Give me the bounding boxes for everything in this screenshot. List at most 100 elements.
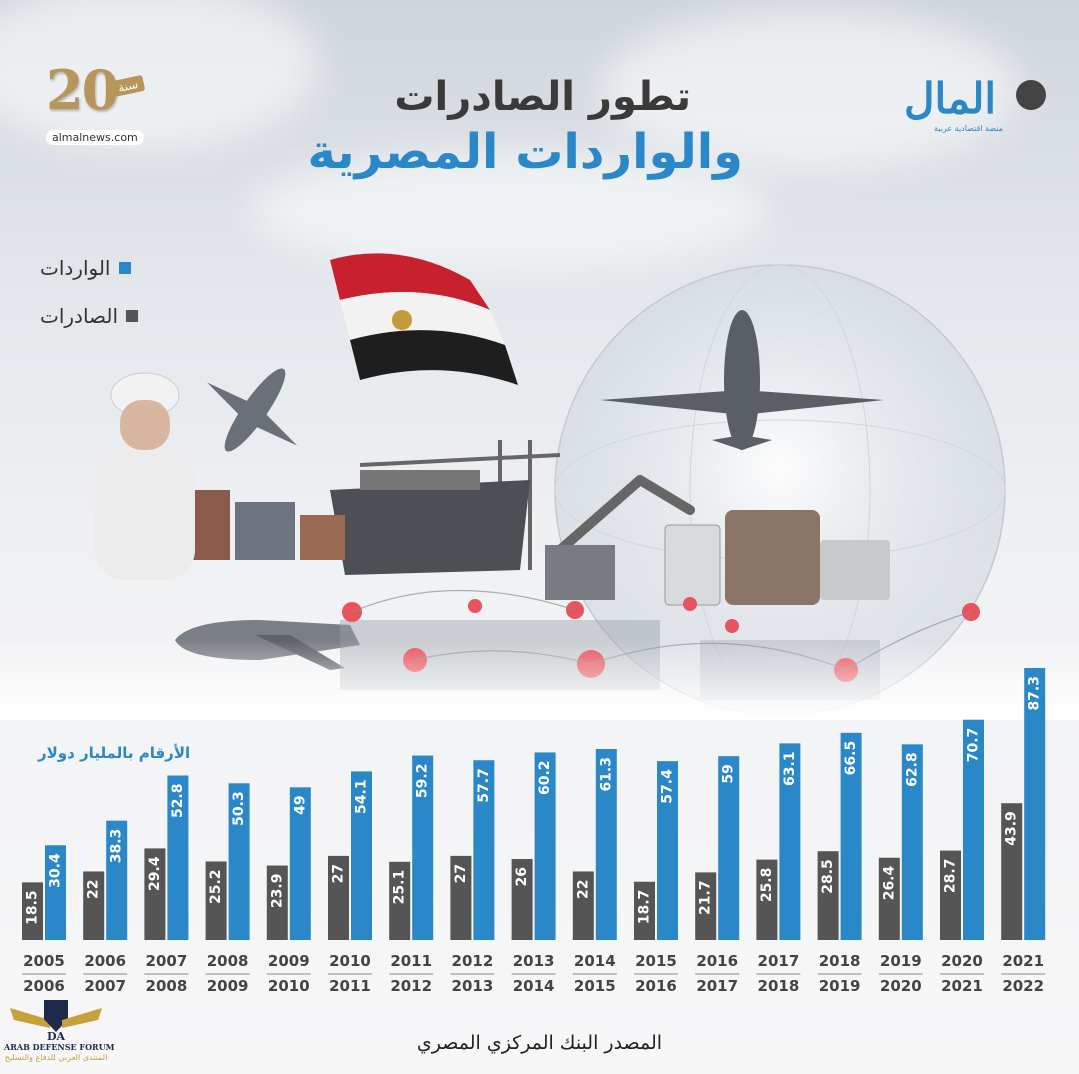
- tick-label-start-year: 2020: [941, 952, 983, 970]
- value-label-imports: 57.4: [660, 769, 676, 804]
- publisher-logo: المال منصة اقتصادية عربية: [900, 74, 1050, 140]
- cloud-decoration: [0, 0, 320, 150]
- value-label-exports: 29.4: [147, 856, 163, 891]
- anniversary-logo: 20 سنة almalnews.com: [40, 52, 150, 147]
- bar-imports: [840, 732, 862, 940]
- tick-label-start-year: 2007: [146, 952, 188, 970]
- value-label-exports: 23.9: [269, 874, 285, 909]
- tick-label-end-year: 2016: [635, 977, 677, 995]
- bar-exports: [634, 881, 655, 940]
- container-stacks: [170, 490, 345, 560]
- value-label-exports: 21.7: [698, 880, 714, 915]
- tick-label-start-year: 2005: [23, 952, 65, 970]
- chart-legend: الواردات الصادرات: [40, 244, 139, 340]
- value-label-imports: 61.3: [598, 757, 614, 792]
- trade-scene-illustration: [0, 253, 1079, 720]
- airplane-upper: [600, 310, 884, 450]
- value-label-imports: 70.7: [966, 728, 982, 763]
- truck: [664, 524, 721, 606]
- value-label-imports: 62.8: [904, 752, 920, 787]
- bar-exports: [572, 871, 594, 940]
- watermark-name-ar: المنتدى العربي للدفاع والتسليح: [4, 1053, 108, 1062]
- tick-label-start-year: 2006: [84, 952, 126, 970]
- bar-imports: [1024, 668, 1046, 940]
- value-label-imports: 63.1: [782, 751, 798, 786]
- value-label-imports: 87.3: [1027, 676, 1043, 711]
- bar-imports: [45, 845, 66, 940]
- bar-imports: [351, 771, 372, 940]
- tick-label-end-year: 2022: [1002, 977, 1044, 995]
- legend-item-imports: الواردات: [40, 244, 138, 292]
- tick-label-start-year: 2016: [696, 952, 738, 970]
- bar-exports: [817, 851, 839, 940]
- value-label-imports: 50.3: [231, 791, 247, 826]
- value-label-exports: 26: [514, 867, 530, 886]
- tick-label-end-year: 2017: [696, 977, 738, 995]
- bar-imports: [718, 756, 740, 940]
- tick-label-end-year: 2006: [23, 977, 65, 995]
- value-label-exports: 28.7: [943, 859, 959, 894]
- legend-swatch-exports: [126, 310, 139, 322]
- tick-label-end-year: 2008: [146, 977, 188, 995]
- bar-exports: [940, 850, 961, 940]
- wing-right-icon: [62, 1008, 102, 1028]
- bar-exports: [144, 848, 166, 940]
- tick-label-end-year: 2020: [880, 977, 922, 995]
- value-label-exports: 43.9: [1004, 811, 1020, 846]
- bar-exports: [83, 871, 105, 940]
- value-label-imports: 49: [292, 795, 308, 814]
- cargo-ship: [330, 480, 530, 575]
- bar-exports: [328, 855, 349, 940]
- tick-label-end-year: 2007: [84, 977, 126, 995]
- watermark-name-en: ARAB DEFENSE FORUM: [4, 1042, 115, 1052]
- globe-icon: [1016, 80, 1046, 110]
- x-axis-labels: 2005 2006 2006 2007 2007 2008 2008 2009 2009 2010…: [22, 952, 1046, 995]
- value-label-imports: 59: [721, 764, 737, 783]
- value-label-imports: 57.7: [476, 768, 492, 803]
- value-label-exports: 27: [453, 864, 469, 883]
- website-label: almalnews.com: [46, 130, 144, 145]
- value-label-imports: 30.4: [48, 853, 64, 888]
- tick-label-start-year: 2011: [390, 952, 432, 970]
- bar-chart: 18.5 30.4 22 38.3 29.4 52.8 25.2 50.3 23.9 49 27 54…: [22, 668, 1046, 995]
- bar-exports: [266, 865, 288, 940]
- tick-label-end-year: 2015: [574, 977, 616, 995]
- value-label-exports: 25.1: [392, 870, 408, 905]
- tick-label-start-year: 2010: [329, 952, 371, 970]
- airplane-small: [207, 368, 298, 452]
- bar-imports: [228, 783, 250, 940]
- bar-exports: [22, 882, 43, 940]
- legend-label-exports: الصادرات: [40, 304, 119, 328]
- bars-group: 18.5 30.4 22 38.3 29.4 52.8 25.2 50.3 23.9 49 27 54…: [22, 668, 1046, 940]
- value-label-exports: 18.5: [25, 890, 41, 925]
- bar-imports: [473, 760, 495, 940]
- excavator-body: [545, 545, 615, 600]
- bar-imports: [106, 820, 128, 940]
- tick-label-start-year: 2017: [758, 952, 800, 970]
- ship-containers: [360, 470, 480, 490]
- value-label-exports: 22: [86, 879, 102, 898]
- bar-exports: [389, 861, 411, 940]
- tick-label-end-year: 2011: [329, 977, 371, 995]
- tick-label-start-year: 2008: [207, 952, 249, 970]
- bar-exports: [756, 859, 778, 940]
- tick-label-start-year: 2009: [268, 952, 310, 970]
- value-label-exports: 26.4: [881, 865, 897, 900]
- tick-label-end-year: 2012: [390, 977, 432, 995]
- bar-exports: [1001, 803, 1023, 940]
- bar-imports: [167, 775, 189, 940]
- value-label-exports: 27: [331, 864, 347, 883]
- value-label-imports: 59.2: [415, 764, 431, 799]
- page-title-line2: والواردات المصرية: [307, 124, 743, 180]
- tick-label-start-year: 2015: [635, 952, 677, 970]
- value-label-exports: 28.5: [820, 859, 836, 894]
- tick-label-end-year: 2013: [452, 977, 494, 995]
- value-label-imports: 60.2: [537, 760, 553, 795]
- watermark-logo: DA ARAB DEFENSE FORUM المنتدى العربي للد…: [4, 990, 115, 1072]
- bar-imports: [289, 787, 311, 940]
- publisher-tagline: منصة اقتصادية عربية: [934, 124, 1004, 133]
- tick-label-end-year: 2021: [941, 977, 983, 995]
- bar-imports: [657, 761, 678, 940]
- page-title-line1: تطور الصادرات: [394, 74, 691, 120]
- bar-imports: [412, 755, 434, 940]
